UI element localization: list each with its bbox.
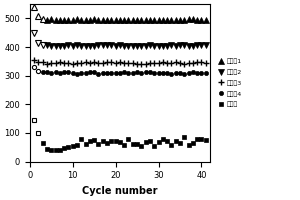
Legend: 实验例1, 实验例2, 实验例3, 实验例4, 天然石: 实验例1, 实验例2, 实验例3, 实验例4, 天然石 xyxy=(215,56,244,110)
X-axis label: Cycle number: Cycle number xyxy=(82,186,158,196)
